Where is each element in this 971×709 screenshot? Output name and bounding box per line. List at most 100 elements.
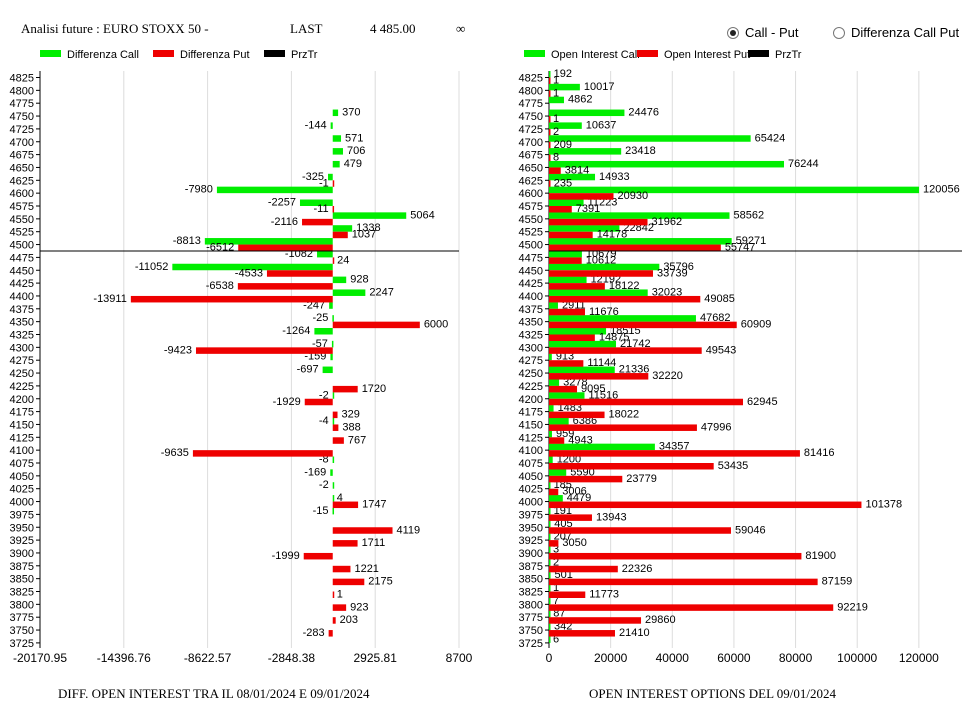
y-tick-label: 4525 [10,227,34,239]
bar [549,591,586,598]
radio-call-put[interactable]: Call - Put [727,25,798,40]
x-tick-label: 100000 [837,651,877,665]
data-label: 571 [345,132,363,144]
data-label: 4862 [568,94,592,106]
bar [549,456,553,463]
bar [549,578,818,586]
data-label: 14875 [599,332,630,344]
radio-diff-label: Differenza Call Put [851,25,960,40]
y-tick-label: 4000 [10,497,34,509]
y-tick-label: 4750 [10,111,34,123]
bar [549,160,784,168]
y-tick-label: 3725 [519,638,543,650]
y-tick-label: 4275 [519,355,543,367]
data-label: 479 [344,158,362,170]
y-tick-label: 4500 [10,240,34,252]
bar [299,199,333,206]
bar [549,527,731,534]
data-label: 11773 [589,589,619,601]
bar [549,128,551,136]
data-label: 1711 [362,537,386,549]
y-tick-label: 4025 [10,484,34,496]
bar [549,617,642,624]
bar [549,636,551,643]
data-label: -325 [302,171,324,183]
bar [549,334,595,341]
data-label: 18022 [609,409,640,421]
y-tick-label: 3850 [10,574,34,586]
bar [549,250,582,258]
y-tick-label: 4700 [10,137,34,149]
bar [549,225,620,232]
bar [332,507,335,515]
data-label: 31962 [652,216,683,228]
data-label: -15 [313,505,329,517]
y-tick-label: 4450 [10,265,34,277]
bar [332,180,335,187]
bar [549,186,920,194]
data-label: -6538 [206,280,234,292]
y-tick-label: 4300 [10,342,34,354]
data-label: 1 [553,87,559,99]
bar [549,366,615,374]
data-label: 7391 [576,203,600,215]
bar [549,482,551,489]
y-tick-label: 3825 [10,587,34,599]
data-label: 4119 [397,524,421,536]
bar [304,398,333,406]
x-tick-label: -8622.57 [184,651,232,665]
data-label: 11676 [589,306,619,318]
bar [328,630,333,637]
bar [331,340,334,348]
data-label: 6 [553,633,559,645]
data-label: -2116 [271,216,298,228]
bar [549,540,559,547]
radio-diff-call-put[interactable]: Differenza Call Put [833,25,959,40]
bar [549,405,554,412]
data-label: 6000 [424,319,448,331]
data-label: 101378 [865,499,902,511]
bar [549,417,569,425]
y-tick-label: 4650 [519,162,543,174]
x-tick-label: -20170.95 [13,651,67,665]
data-label: 388 [342,421,360,433]
y-tick-label: 4275 [10,355,34,367]
data-label: 22326 [622,563,653,575]
bar [332,540,358,547]
data-label: -2 [319,389,329,401]
legend-swatch [153,50,174,57]
data-label: 14933 [599,171,630,183]
bar [549,122,582,129]
bar [549,218,648,226]
y-tick-label: 4775 [10,98,34,110]
data-label: -11052 [135,261,168,273]
legend-swatch [748,50,769,57]
data-label: 81416 [804,447,835,459]
bar [549,443,655,451]
bar [332,411,338,419]
y-tick-label: 4200 [519,394,543,406]
legend-label: PrzTr [291,49,318,61]
x-tick-label: 60000 [717,651,751,665]
data-label: -57 [312,338,328,350]
y-tick-label: 4575 [10,201,34,213]
y-tick-label: 4350 [519,317,543,329]
data-label: -2 [319,479,329,491]
y-tick-label: 3950 [10,522,34,534]
data-label: 192 [554,68,572,80]
chart-title: Analisi future : EURO STOXX 50 - [21,21,209,36]
y-tick-label: 4800 [519,85,543,97]
data-label: -8 [319,454,329,466]
y-tick-label: 3825 [519,587,543,599]
bar [549,116,551,123]
y-tick-label: 4000 [519,497,543,509]
bar [549,135,751,142]
bar [172,263,333,271]
data-label: -7980 [185,184,213,196]
bar [330,469,333,476]
bar [549,424,697,431]
y-tick-label: 4400 [10,291,34,303]
bar [332,617,336,624]
data-label: -2257 [268,197,296,209]
data-label: 5064 [410,209,434,221]
